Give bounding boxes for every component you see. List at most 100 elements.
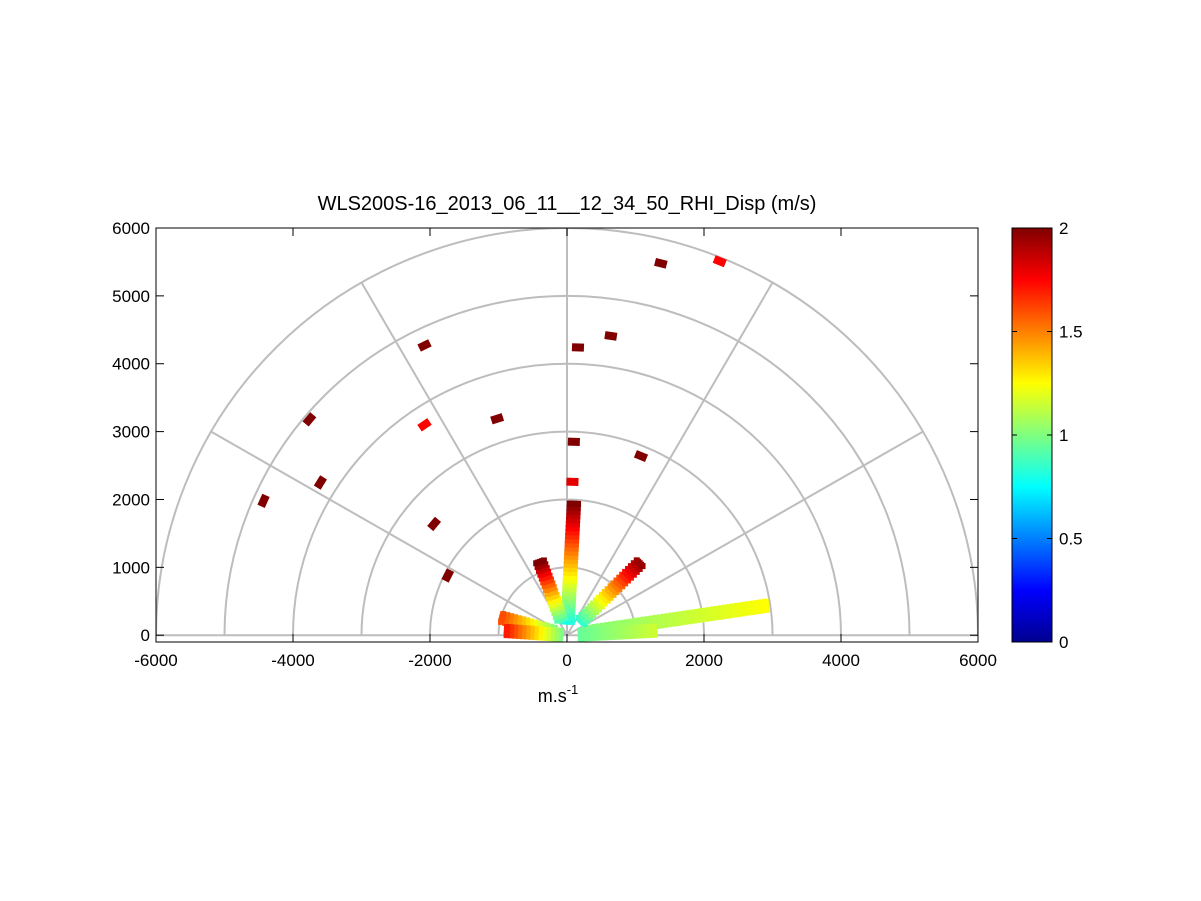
data-point (441, 568, 455, 583)
beam-gate (536, 567, 543, 574)
beam-gate (639, 624, 646, 631)
azimuth-spoke (566, 430, 924, 637)
beam-gate (614, 625, 621, 632)
beam-gate (717, 605, 724, 612)
beam-gate (643, 624, 650, 631)
beam-gate (689, 609, 696, 616)
beam-gate (577, 627, 584, 634)
beam-gate (498, 618, 505, 625)
colorbar-tick-label: 0 (1059, 633, 1068, 652)
beam-gate (548, 602, 555, 609)
data-point (654, 257, 668, 269)
beam-layer (498, 500, 770, 642)
beam-gate (754, 599, 761, 606)
beam-gate (734, 602, 741, 609)
x-axis-label: m.s-1 (538, 682, 579, 706)
data-point (571, 343, 585, 352)
beam-gate (503, 632, 510, 639)
beam-gate (636, 617, 643, 624)
x-tick-label: -2000 (408, 651, 451, 670)
beam-gate (742, 601, 749, 608)
beam-gate (554, 617, 561, 624)
beam-gate (622, 625, 629, 632)
beam-gate (616, 620, 623, 627)
beam-gate (709, 606, 716, 613)
data-point (567, 437, 580, 446)
beam-gate (634, 624, 641, 631)
beam-gate (697, 608, 704, 615)
beam-gate (541, 583, 548, 590)
beam-gate (608, 621, 615, 628)
point-layer (257, 255, 727, 583)
beam-gate (618, 625, 625, 632)
beam-gate (528, 633, 535, 640)
beam-gate (624, 619, 631, 626)
x-tick-label: -4000 (271, 651, 314, 670)
beam-gate (705, 607, 712, 614)
beam-gate (562, 585, 569, 592)
x-tick-label: -6000 (134, 651, 177, 670)
x-tick-label: 0 (562, 651, 571, 670)
beam-gate (652, 614, 659, 621)
data-point (490, 413, 505, 425)
beam-gate (562, 581, 569, 588)
colorbar (1011, 227, 1053, 643)
beam-gate (626, 624, 633, 631)
beam-gate (563, 565, 570, 572)
beam-gate (566, 512, 573, 519)
beam-gate (628, 618, 635, 625)
beam-gate (677, 611, 684, 618)
beam-gate (511, 632, 518, 639)
x-tick-label: 2000 (685, 651, 723, 670)
beam-gate (647, 623, 654, 630)
beam-gate (681, 610, 688, 617)
beam-gate (552, 635, 559, 642)
y-tick-label: 1000 (112, 558, 150, 577)
beam-gate (610, 625, 617, 632)
beam-gate (640, 616, 647, 623)
beam-gate (665, 613, 672, 620)
data-point (604, 331, 618, 341)
beam-gate (593, 626, 600, 633)
beam-gate (552, 613, 559, 620)
data-point (302, 412, 317, 427)
y-tick-label: 3000 (112, 423, 150, 442)
beam-gate (648, 615, 655, 622)
beam-gate (693, 608, 700, 615)
y-tick-label: 5000 (112, 287, 150, 306)
beam-gate (758, 599, 765, 606)
data-point (313, 475, 327, 490)
beam-gate (581, 627, 588, 634)
beam-gate (612, 620, 619, 627)
beam-gate (540, 634, 547, 641)
azimuth-spoke (360, 282, 568, 636)
beam-gate (565, 533, 572, 540)
beam-gate (660, 613, 667, 620)
beam-gate (565, 516, 572, 523)
beam-gate (543, 587, 550, 594)
beam-gate (633, 557, 640, 564)
beam-gate (551, 610, 558, 617)
colorbar-ticks: 0 0.5 1 1.5 2 (1012, 219, 1083, 652)
beam-gate (561, 594, 568, 601)
beam-gate (620, 619, 627, 626)
beam-gate (730, 603, 737, 610)
data-point (417, 418, 432, 432)
beam-gate (556, 635, 563, 642)
azimuth-spoke (566, 282, 774, 636)
data-point (712, 255, 727, 268)
beam-gate (561, 598, 568, 605)
beam-gate (563, 557, 570, 564)
beam-gate (532, 634, 539, 641)
beam-gate (563, 569, 570, 576)
colorbar-tick-label: 0.5 (1059, 530, 1083, 549)
beam-gate (564, 545, 571, 552)
beam-gate (713, 605, 720, 612)
beam-gate (561, 602, 568, 609)
beam-gate (644, 616, 651, 623)
beam-gate (604, 622, 611, 629)
data-point (633, 450, 649, 463)
beam-gate (533, 560, 540, 567)
beam-gate (762, 598, 769, 605)
